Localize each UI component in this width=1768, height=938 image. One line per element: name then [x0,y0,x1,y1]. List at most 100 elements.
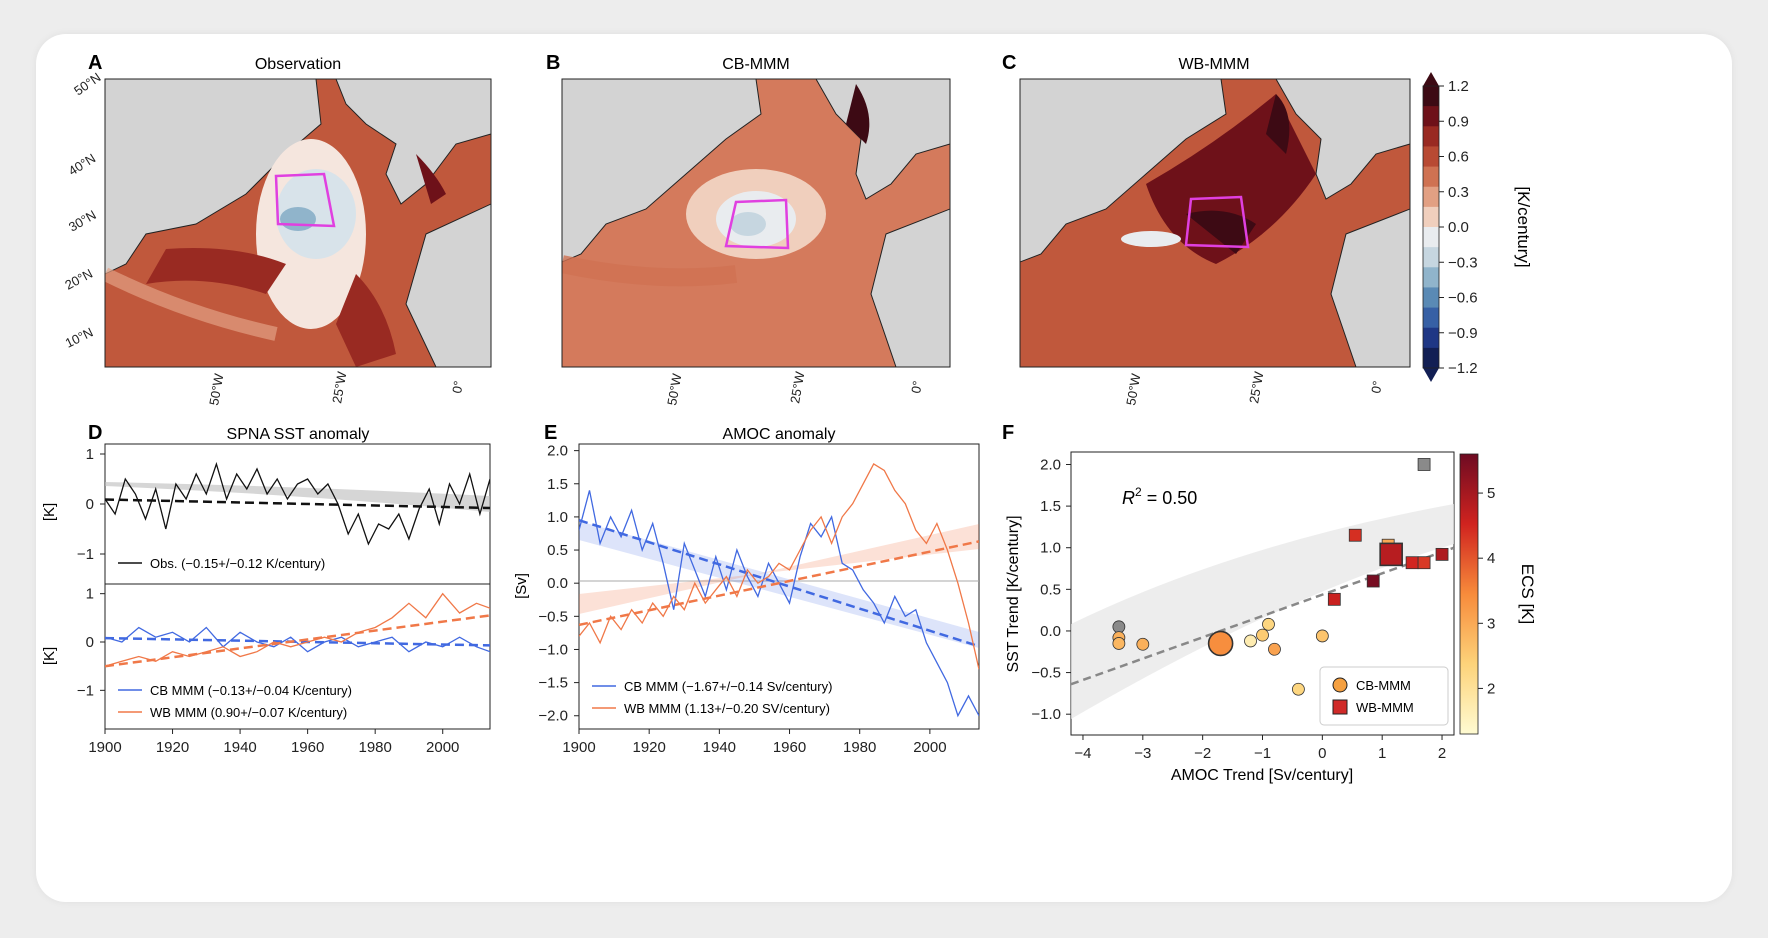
d-top-legend-text: Obs. (−0.15+/−0.12 K/century) [150,556,325,571]
lon-label: 50°W [1123,372,1143,407]
y-tick-label: 0.0 [1040,623,1061,640]
panel-a: A Observation [88,52,492,368]
map-lat-labels: 50°N 40°N 30°N 20°N 10°N [62,70,103,351]
y-tick-label: 0.5 [547,542,568,559]
wb-point [1405,556,1419,570]
series-line [105,592,490,667]
x-tick-label: 2 [1438,745,1446,762]
cb-point [1207,630,1234,657]
lat-label: 20°N [62,266,95,293]
cbar-swatch [1423,146,1439,168]
x-tick-label: 1900 [88,739,121,756]
y-tick-label: 1 [86,446,94,463]
y-tick-label: −2.0 [538,708,568,725]
x-tick-label: 1920 [156,739,189,756]
x-tick-label: 0 [1318,745,1326,762]
panel-d: D SPNA SST anomaly 1 1 0 0 −1 −1 1900 1920 1940 1… [41,422,491,756]
wb-point [1327,592,1341,606]
f-ylabel: SST Trend [K/century] [1005,515,1022,672]
panel-letter-f: F [1002,422,1014,444]
obs-confidence-band [105,482,490,512]
trend-line [579,540,979,627]
x-tick-label: 2000 [426,739,459,756]
y-tick-label: 0.5 [1040,581,1061,598]
figure: A Observation B CB-MMM [41,52,1537,784]
lon-label: 25°W [787,370,807,405]
panel-letter-a: A [88,52,102,74]
cbar-tick-label: 0.0 [1448,219,1469,236]
map-lon-labels: 50°W 25°W 0° 50°W 25°W 0° 50°W 25°W 0° [206,370,1385,407]
x-tick-label: −1 [1254,745,1271,762]
x-tick-label: 1 [1378,745,1386,762]
cbar-tick-label: 0.3 [1448,184,1469,201]
wb-point [1417,458,1431,471]
y-tick-label: −1 [77,546,94,563]
cbar-swatch [1423,186,1439,208]
legend-square-marker [1332,699,1348,715]
lon-label: 0° [908,380,925,395]
cb-point [1292,682,1305,696]
lon-label: 0° [449,380,466,395]
y-tick-label: −0.5 [538,608,568,625]
y-tick-label: 1 [86,586,94,603]
x-tick-label: 1960 [773,739,806,756]
cbar-swatch [1423,206,1439,228]
cb-point [1112,620,1126,634]
ecs-tick-label: 5 [1487,485,1495,502]
d-bot-ylabel: [K] [41,647,58,665]
cbar-tick-label: −0.3 [1448,254,1478,271]
f-annotation: R2 = 0.50 [1122,485,1197,508]
cbar-swatch [1423,86,1439,107]
wb-point [1348,528,1362,542]
x-tick-label: −2 [1194,745,1211,762]
cbar-swatch [1423,267,1439,288]
lat-label: 40°N [66,150,99,178]
x-tick-label: −4 [1074,745,1091,762]
e-legend-cb: CB MMM (−1.67+/−0.14 Sv/century) [624,679,832,694]
legend-circle-marker [1332,677,1348,693]
f-confidence-band [1071,504,1454,719]
y-tick-label: 0.0 [547,575,568,592]
cbar-swatch [1423,287,1439,309]
spna-box-b [724,198,790,250]
x-tick-label: 1940 [223,739,256,756]
trend-line [105,498,490,510]
cbar-swatch [1423,227,1439,248]
map-b [562,79,950,367]
e-legend-wb: WB MMM (1.13+/−0.20 SV/century) [624,701,830,716]
panel-b: B CB-MMM [546,52,951,368]
y-tick-label: 1.5 [1040,498,1061,515]
d-bot-legend-cb: CB MMM (−0.13+/−0.04 K/century) [150,683,352,698]
cbar-swatch [1423,126,1439,147]
cbar-tick-label: −0.9 [1448,325,1478,342]
cbar-swatch [1423,166,1439,188]
map-a [105,79,491,367]
cb-point [1112,637,1126,650]
cbar-swatch [1423,327,1439,349]
e-wb-band [579,524,979,614]
y-tick-label: 2.0 [1040,456,1061,473]
cbar-swatch [1423,307,1439,329]
wb-point [1379,542,1403,567]
panel-letter-c: C [1002,52,1016,74]
d-top-legend: Obs. (−0.15+/−0.12 K/century) [118,556,325,571]
lon-label: 50°W [206,372,226,407]
e-legend: CB MMM (−1.67+/−0.14 Sv/century) WB MMM … [592,679,832,716]
lon-label: 25°W [329,370,349,405]
panel-title-e: AMOC anomaly [723,426,836,443]
y-tick-label: −1.0 [1031,706,1061,723]
lon-label: 0° [1368,380,1385,395]
cbar-tick-label: 0.9 [1448,113,1469,130]
cb-point [1262,617,1275,631]
cbar-tick-label: −1.2 [1448,360,1478,377]
panel-c: C WB-MMM [1002,52,1411,368]
cbar-tick-label: 0.6 [1448,149,1469,166]
lat-label: 30°N [66,207,99,235]
cbar-swatch [1423,347,1439,369]
cbar-label: [K/century] [1514,186,1533,267]
f-xlabel: AMOC Trend [Sv/century] [1171,767,1353,784]
panel-e: E AMOC anomaly 2.0 1.5 1.0 0.5 0.0 −0.5 −1.0 −1… [513,422,980,756]
cb-point [1315,629,1329,643]
y-tick-label: −1.0 [538,641,568,658]
y-tick-label: −1.5 [538,675,568,692]
